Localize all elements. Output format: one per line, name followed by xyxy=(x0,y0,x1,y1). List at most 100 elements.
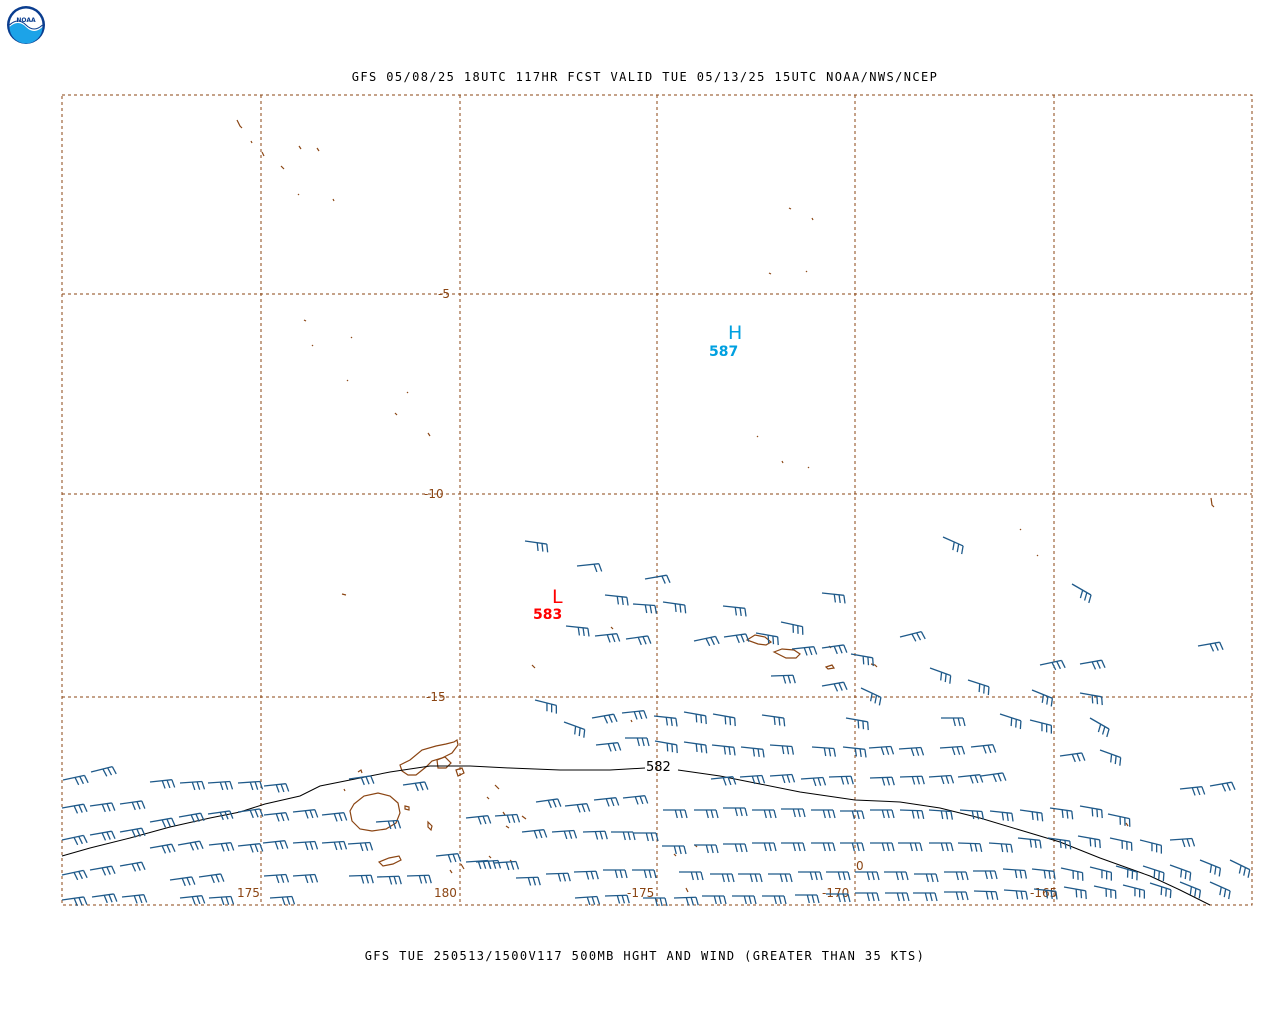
wind-barb-icon xyxy=(643,897,668,907)
wind-barb-icon xyxy=(625,737,650,747)
wind-barb-icon xyxy=(89,865,116,876)
wind-barb-icon xyxy=(61,896,88,907)
wind-barb-icon xyxy=(712,713,736,727)
wind-barb-icon xyxy=(732,895,757,905)
wind-barb-icon xyxy=(1099,749,1122,766)
wind-barb-icon xyxy=(551,829,578,840)
wind-barb-icon xyxy=(121,894,148,904)
wind-barb-icon xyxy=(989,810,1014,822)
wind-barb-icon xyxy=(595,742,622,752)
wind-barb-icon xyxy=(1139,839,1163,854)
wind-barb-icon xyxy=(1071,583,1092,604)
wind-barb-icon xyxy=(1093,885,1117,899)
wind-barb-icon xyxy=(973,890,999,900)
wind-barb-icon xyxy=(1179,786,1206,796)
stray-map-label: 0 xyxy=(856,859,864,873)
wind-barb-icon xyxy=(90,766,117,777)
wind-barb-icon xyxy=(942,536,964,555)
wind-barb-icon xyxy=(524,540,549,553)
wind-barb-icon xyxy=(208,895,235,906)
height-contour-582 xyxy=(61,765,1211,906)
noaa-logo-text: NOAA xyxy=(16,17,36,24)
longitude-label: 175 xyxy=(237,886,260,900)
wind-barb-icon xyxy=(711,744,736,756)
wind-barb-icon xyxy=(1033,888,1058,900)
wind-barb-icon xyxy=(845,717,869,731)
wind-barb-icon xyxy=(770,674,796,684)
wind-barb-icon xyxy=(375,819,402,830)
wind-barb-icon xyxy=(208,842,235,852)
wind-barb-icon xyxy=(1049,807,1074,820)
wind-barb-icon xyxy=(321,840,348,851)
wind-barb-icon xyxy=(62,774,89,786)
wind-barb-icon xyxy=(632,869,657,879)
noaa-logo-icon: NOAA xyxy=(6,5,46,45)
wind-barb-icon xyxy=(622,795,649,805)
wind-barb-icon xyxy=(149,779,176,789)
wind-barb-icon xyxy=(576,563,603,573)
wind-barb-icon xyxy=(768,873,793,883)
wind-barb-icon xyxy=(1002,868,1028,879)
wind-barb-icon xyxy=(1149,882,1172,899)
wind-barb-icon xyxy=(654,740,678,754)
wind-barb-icon xyxy=(694,844,719,854)
wind-barb-icon xyxy=(1063,886,1087,900)
wind-barb-icon xyxy=(611,831,636,841)
wind-barb-icon xyxy=(821,681,848,692)
wind-barb-icon xyxy=(957,842,983,852)
wind-barb-icon xyxy=(662,601,687,614)
wind-barb-icon xyxy=(941,717,966,727)
wind-barb-icon xyxy=(1209,781,1236,792)
wind-barb-icon xyxy=(1077,835,1101,849)
wind-barb-icon xyxy=(811,746,837,757)
wind-barb-icon xyxy=(959,809,985,820)
wind-barb-icon xyxy=(939,745,966,756)
wind-barb-icon xyxy=(738,873,763,883)
wind-barb-icon xyxy=(292,840,319,851)
wind-barb-icon xyxy=(604,894,630,904)
wind-barb-icon xyxy=(739,774,766,785)
wind-barb-icon xyxy=(722,605,747,617)
wind-barb-icon xyxy=(207,810,234,821)
wind-barb-icon xyxy=(625,635,652,646)
wind-barb-icon xyxy=(237,780,264,791)
wind-barb-icon xyxy=(1209,881,1231,900)
wind-barb-icon xyxy=(970,744,997,754)
wind-barb-icon xyxy=(1169,837,1196,848)
wind-barb-icon xyxy=(435,853,462,863)
wind-barb-icon xyxy=(980,772,1007,783)
wind-barb-icon xyxy=(1179,881,1202,899)
wind-barb-icon xyxy=(534,699,558,714)
wind-barb-icon xyxy=(494,813,521,824)
wind-barb-icon xyxy=(237,843,264,853)
wind-barb-icon xyxy=(694,809,719,819)
wind-barb-icon xyxy=(269,895,296,906)
wind-barb-icon xyxy=(899,631,926,642)
wind-barb-icon xyxy=(521,829,548,839)
wind-barb-icon xyxy=(811,842,836,852)
wind-barb-icon xyxy=(207,780,234,791)
wind-barb-icon xyxy=(755,632,779,646)
wind-barb-icon xyxy=(545,872,571,882)
wind-barb-icon xyxy=(119,827,146,838)
wind-barb-icon xyxy=(61,869,88,881)
wind-barb-icon xyxy=(1089,866,1113,881)
wind-barb-icon xyxy=(574,895,601,906)
wind-barb-icon xyxy=(89,830,116,841)
wind-barb-icon xyxy=(928,809,954,820)
high-center-value: 587 xyxy=(709,344,738,360)
wind-barb-icon xyxy=(465,815,492,825)
wind-barb-icon xyxy=(515,876,541,886)
wind-barb-icon xyxy=(119,861,146,872)
wind-barb-icon xyxy=(723,807,748,817)
map-title: GFS 05/08/25 18UTC 117HR FCST VALID TUE … xyxy=(351,70,939,84)
wind-barb-icon xyxy=(842,746,867,758)
wind-barb-icon xyxy=(828,775,854,785)
wind-barb-icon xyxy=(710,873,735,883)
wind-barb-icon xyxy=(593,797,620,807)
wind-barbs xyxy=(61,536,1251,907)
wind-barb-icon xyxy=(662,845,687,855)
wind-barb-icon xyxy=(840,810,865,820)
wind-barb-icon xyxy=(406,874,432,884)
